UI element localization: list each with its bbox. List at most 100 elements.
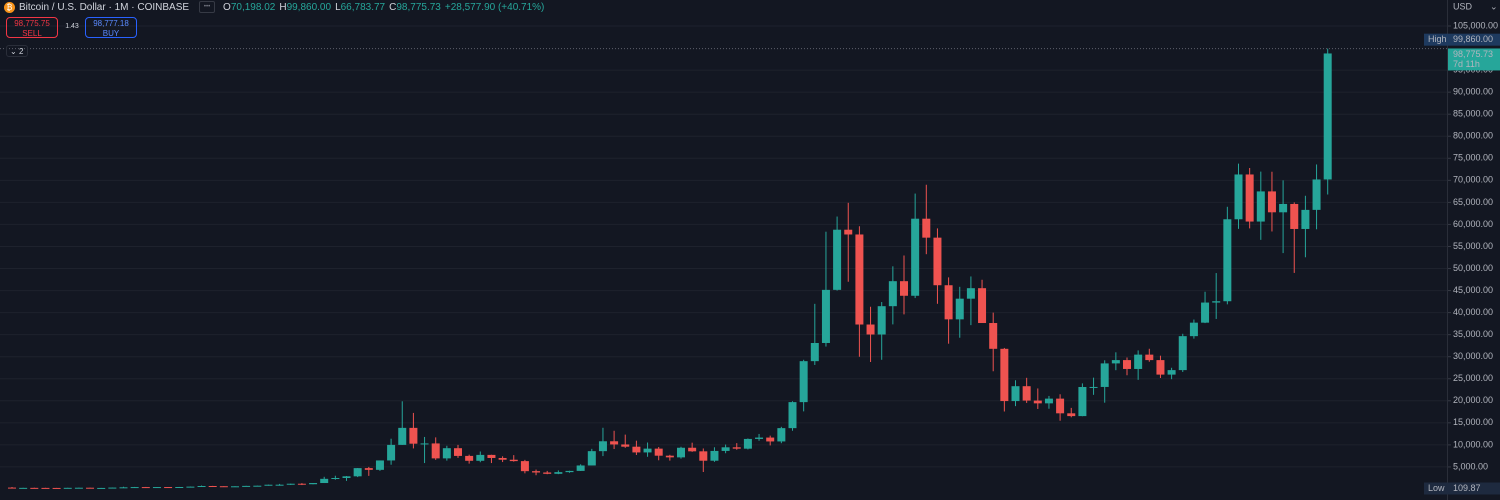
candle-body [286,483,295,485]
candle-body [231,486,239,488]
candle-body [175,487,184,489]
candle-body [1245,174,1254,222]
ohlc-key: H [279,1,287,13]
indicators-toggle[interactable]: ⌄ 2 [6,45,28,57]
candle-body [866,324,875,335]
candle-body [799,361,808,403]
candle-body [520,461,529,472]
candle-body [610,441,619,445]
candle-body [253,485,262,487]
candle-body [1022,386,1031,401]
candle-body [833,229,842,290]
candle-body [30,487,39,489]
candle-body [944,285,953,320]
ohlc-value: 99,860.00 [286,1,332,13]
high-marker-bg [1424,33,1500,46]
candle-body [721,447,730,451]
candle-body [275,484,284,486]
candle-body [677,447,685,458]
candle-body [264,484,273,486]
y-tick-label: 5,000.00 [1453,461,1488,471]
candle-body [1100,363,1109,387]
candle-body [353,468,362,477]
y-tick-label: 30,000.00 [1453,351,1493,361]
candle-body [710,450,719,461]
candle-body [1044,398,1053,404]
candle-body [19,487,28,489]
buy-label: BUY [102,29,120,38]
candle-body [8,487,16,489]
candle-body [777,428,786,442]
y-tick-label: 90,000.00 [1453,87,1493,97]
currency: USD [1453,1,1473,11]
countdown: 7d 11h [1453,59,1480,69]
candle-body [152,487,161,489]
y-tick-label: 10,000.00 [1453,439,1493,449]
candle-body [755,437,764,439]
candle-body [242,485,251,487]
candle-body [598,441,607,452]
y-tick-label: 15,000.00 [1453,417,1493,427]
y-tick-label: 60,000.00 [1453,219,1493,229]
candle-body [197,486,206,488]
change: +28,577.90 (+40.71%) [444,1,545,13]
symbol-title[interactable]: Bitcoin / U.S. Dollar · 1M · COINBASE [19,1,190,13]
candle-body [743,438,752,449]
candle-body [1145,354,1154,361]
eye-icon[interactable]: ••• [199,1,216,13]
y-tick-label: 65,000.00 [1453,197,1493,207]
candle-body [810,342,819,362]
sell-label: SELL [22,29,42,38]
candle-body [442,448,451,459]
candle-body [821,289,830,343]
candle-body [565,470,574,473]
y-tick-label: 35,000.00 [1453,329,1493,339]
y-tick-label: 50,000.00 [1453,263,1493,273]
candle-body [1256,191,1265,222]
candle-body [1011,386,1020,402]
sell-price: 98,775.75 [14,19,50,28]
candle-body [208,486,217,488]
candle-body [1189,322,1198,337]
y-tick-label: 45,000.00 [1453,285,1493,295]
coin-icon: ₿ [4,1,15,13]
spread: 1.43 [65,23,79,30]
candle-body [1089,386,1098,388]
candle-body [911,218,920,296]
candle-body [1134,354,1143,369]
y-tick-label: 55,000.00 [1453,241,1493,251]
candle-body [1123,360,1131,369]
candle-body [699,451,708,461]
candle-body [1267,191,1276,213]
candle-body [1056,398,1065,414]
y-tick-label: 85,000.00 [1453,109,1493,119]
candle-body [465,455,474,461]
candle-body [665,455,674,458]
candle-body [309,483,318,485]
candle-body [654,448,663,456]
low-marker-text: Low [1428,483,1445,493]
sell-button[interactable]: 98,775.75 SELL [6,17,58,38]
candle-body [320,478,329,484]
candle-body [888,281,897,307]
buy-button[interactable]: 98,777.18 BUY [85,17,137,38]
candle-body [63,487,72,489]
candle-body [476,454,485,461]
candle-body [933,237,942,286]
currency-arrow: ⌄ [1490,1,1498,11]
candle-body [364,468,373,470]
last-price-bg [1448,48,1500,71]
candle-body [97,487,106,489]
ohlc-key: L [335,1,341,13]
candle-body [375,460,384,470]
candle-body [966,288,975,299]
candle-body [398,427,407,445]
candle-body [978,288,987,324]
candle-body [1323,53,1332,180]
y-tick-label: 20,000.00 [1453,395,1493,405]
candle-body [1033,400,1042,404]
candle-body [119,487,128,489]
candle-body [420,443,429,445]
